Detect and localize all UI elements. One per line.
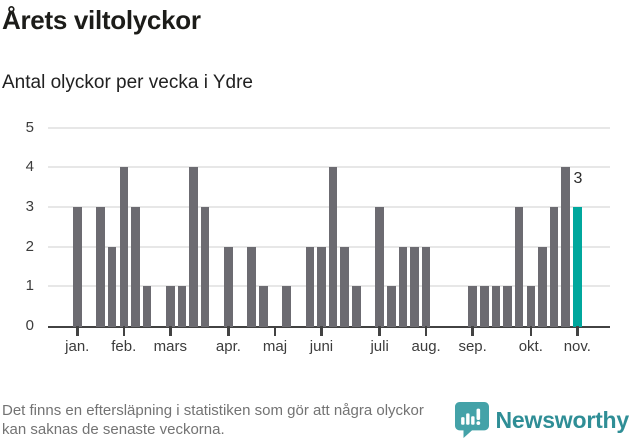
bar — [224, 246, 233, 327]
bar — [247, 246, 256, 327]
x-tick-label: feb. — [111, 338, 137, 355]
chart-subtitle: Antal olyckor per vecka i Ydre — [2, 72, 253, 93]
gridline — [48, 126, 610, 129]
x-tick — [320, 326, 323, 336]
x-tick-label: jan. — [65, 338, 90, 355]
bar — [73, 206, 82, 327]
speech-bubble-bar-chart-icon — [454, 402, 489, 438]
bar — [398, 246, 408, 327]
bar — [352, 286, 361, 327]
bar — [549, 206, 559, 327]
y-axis-label: 0 — [25, 317, 34, 334]
x-tick — [529, 326, 533, 336]
brand-name: Newsworthy — [495, 406, 630, 433]
x-tick — [273, 326, 277, 336]
bar — [282, 286, 291, 327]
bar — [340, 246, 349, 327]
bar — [526, 286, 536, 327]
x-tick-label: juli — [370, 338, 389, 355]
bar — [317, 246, 326, 327]
bar — [119, 167, 129, 327]
bar-highlighted — [573, 206, 582, 327]
page-title: Årets viltolyckor — [2, 5, 201, 35]
x-tick — [76, 326, 79, 336]
x-tick — [169, 326, 172, 336]
x-tick — [471, 326, 474, 336]
bar — [107, 246, 117, 327]
bar — [96, 206, 105, 327]
y-axis-label: 5 — [25, 118, 34, 136]
bar — [491, 286, 501, 327]
x-tick-label: okt. — [518, 338, 543, 355]
x-tick — [378, 326, 381, 336]
bar — [503, 286, 512, 327]
y-axis-label: 2 — [25, 237, 34, 255]
footnote: Det finns en eftersläpning i statistiken… — [2, 402, 424, 438]
x-tick-label: mars — [153, 338, 187, 355]
x-tick — [227, 326, 230, 336]
bar — [177, 286, 187, 327]
bar — [375, 206, 384, 327]
bar — [189, 167, 198, 327]
bar — [305, 246, 315, 327]
x-tick — [576, 326, 579, 336]
bar — [480, 286, 489, 327]
bar — [468, 286, 477, 327]
newsworthy-logo[interactable]: Newsworthy — [454, 402, 630, 438]
bar — [200, 206, 210, 327]
x-tick-label: maj — [262, 338, 288, 355]
bar — [142, 286, 152, 327]
bar — [166, 286, 175, 327]
bar — [410, 246, 419, 327]
bar — [259, 286, 268, 327]
highlight-value-label: 3 — [573, 170, 583, 187]
bar — [328, 167, 338, 327]
bar — [514, 206, 524, 327]
bar — [538, 246, 547, 327]
x-tick-label: apr. — [215, 338, 241, 355]
y-axis-label: 1 — [25, 277, 34, 295]
bar — [561, 167, 570, 327]
x-tick — [424, 326, 428, 336]
y-axis-label: 4 — [25, 158, 34, 176]
x-tick-label: aug. — [411, 338, 441, 355]
bar — [421, 246, 431, 327]
x-tick-label: nov. — [563, 338, 591, 355]
x-tick — [122, 326, 126, 336]
bar — [131, 206, 140, 327]
x-tick-label: sep. — [458, 338, 487, 355]
x-tick-label: juni — [309, 338, 334, 355]
y-axis-label: 3 — [25, 197, 34, 215]
bar — [387, 286, 396, 327]
